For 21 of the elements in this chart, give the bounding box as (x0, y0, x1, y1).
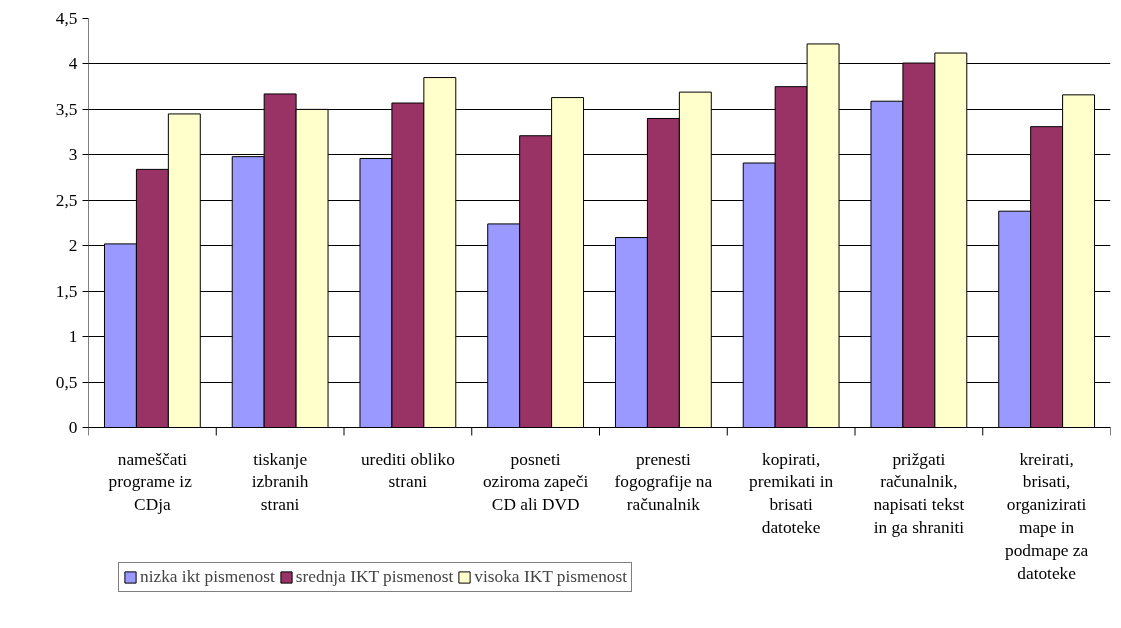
y-tick-label: 2 (68, 236, 78, 256)
x-tick-label: tiskanje izbranih strani (251, 449, 309, 515)
x-tick-label: urediti obliko strani (360, 449, 455, 492)
y-tick-label: 4 (68, 54, 78, 74)
x-tick-label: kreirati, brisati, organizirati mape in podmape za datoteke (1005, 449, 1089, 583)
y-tick-label: 3,5 (55, 99, 78, 119)
y-tick-label: 2,5 (55, 190, 78, 210)
y-tick-label: 3 (68, 145, 78, 165)
y-tick-label: 0 (68, 418, 78, 437)
legend-label: nizka ikt pismenost (140, 567, 275, 587)
x-tick-label: kopirati, premikati in brisati datoteke (749, 449, 834, 537)
legend-label: srednja IKT pismenost (295, 567, 454, 587)
x-tick-label: prenesti fogografije na računalnik (614, 449, 713, 515)
y-tick-label: 1 (68, 327, 78, 347)
x-tick-label: nameščati programe iz CDja (108, 449, 193, 515)
legend-label: visoka IKT pismenost (474, 567, 628, 587)
y-tick-label: 0,5 (55, 372, 78, 392)
x-tick-label: posneti oziroma zapeči CD ali DVD (482, 449, 589, 515)
x-tick-label: prižgati računalnik, napisati tekst in ga shraniti (873, 449, 965, 537)
y-tick-label: 1,5 (55, 281, 78, 301)
y-tick-label: 4,5 (55, 9, 78, 28)
